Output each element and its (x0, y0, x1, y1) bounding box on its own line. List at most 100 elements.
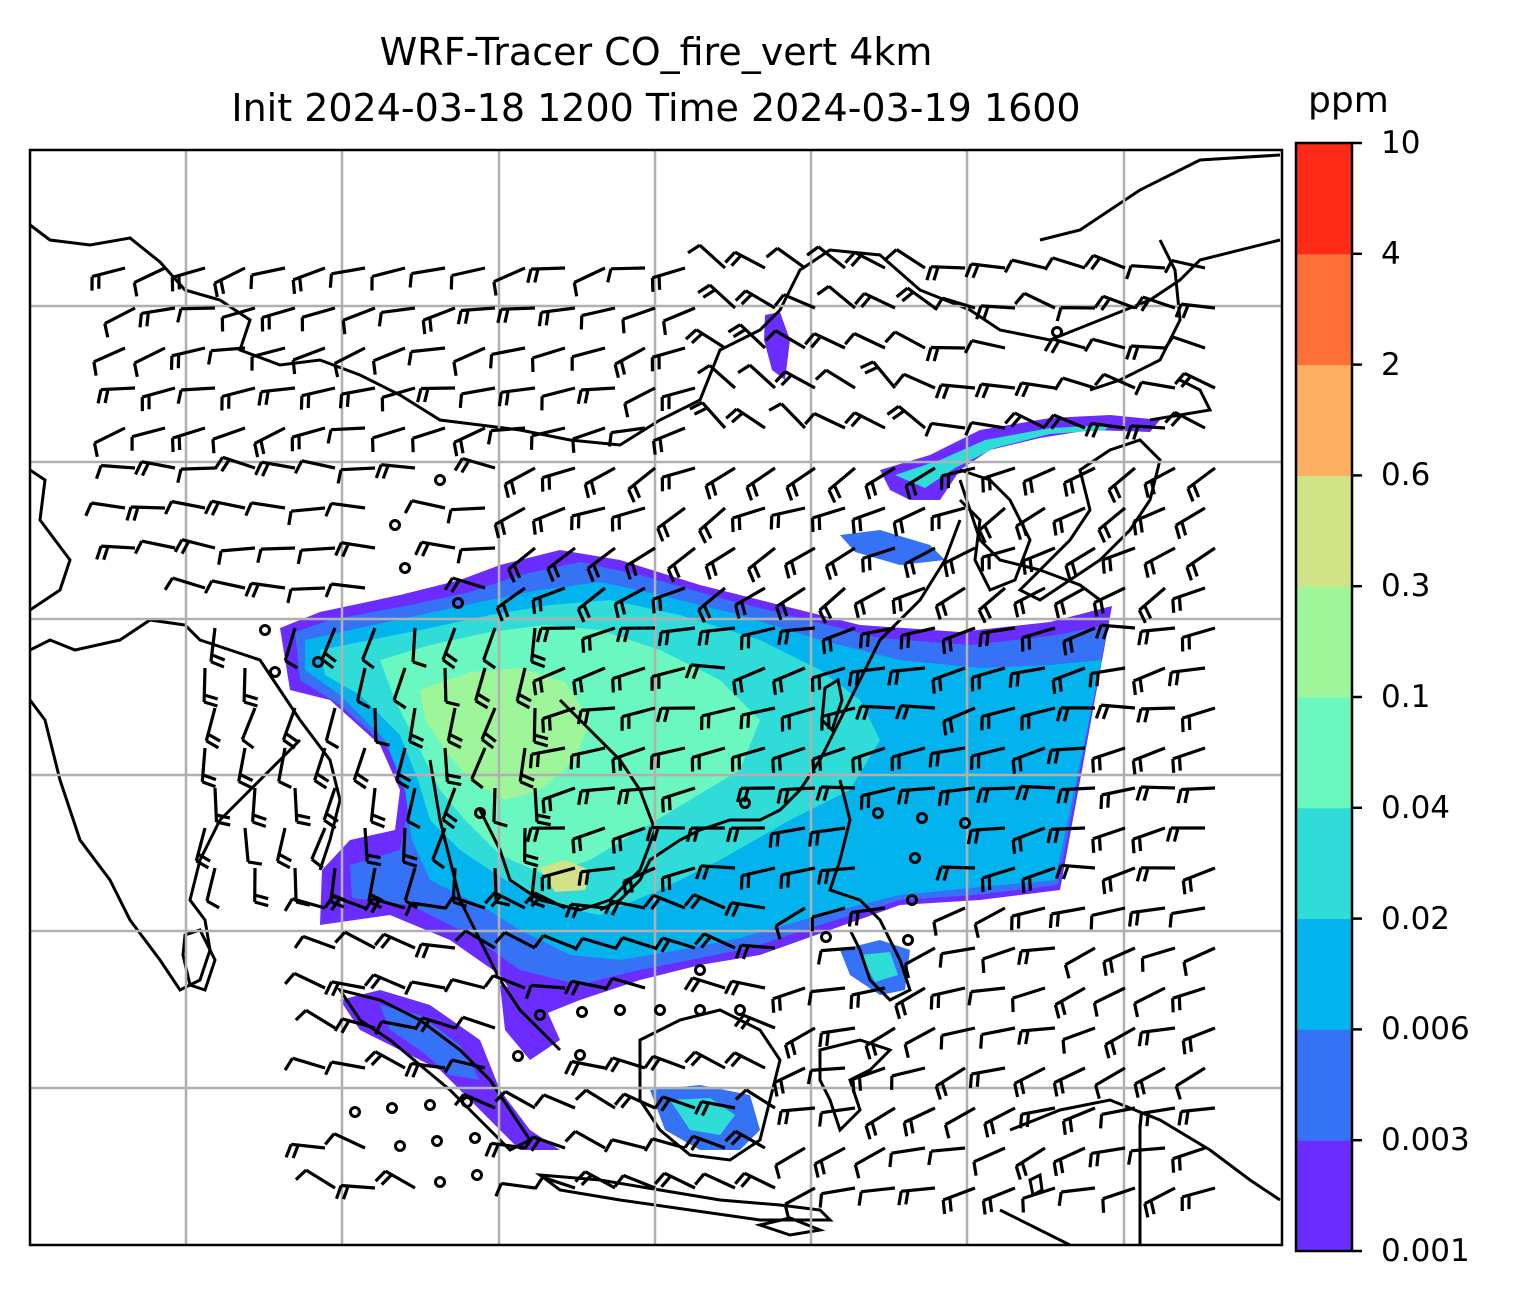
wind-barb (859, 786, 896, 810)
wind-barb (125, 505, 166, 522)
small-island-1 (1028, 1172, 1044, 1198)
wind-barb (290, 426, 326, 452)
wind-barb (613, 586, 646, 619)
wind-barb (902, 1106, 936, 1137)
wind-barb (980, 706, 1016, 731)
calm-wind-circle (574, 1049, 586, 1061)
wind-barb (942, 706, 976, 736)
wind-barb (209, 627, 226, 669)
wind-barb (697, 506, 727, 544)
wind-barb (336, 466, 376, 484)
wind-barb (574, 1170, 616, 1190)
wind-barb (930, 506, 966, 531)
wind-barb (203, 579, 246, 594)
wind-barb (531, 586, 566, 614)
plume-philippines-inner (860, 952, 898, 982)
calm-wind-circle (872, 807, 884, 819)
wind-barb (281, 707, 299, 750)
wind-barb (733, 586, 766, 619)
wind-barb (535, 626, 576, 643)
wind-barb (1137, 586, 1167, 624)
wind-barb (724, 1051, 766, 1070)
colorbar-ticks (1352, 141, 1362, 1253)
wind-barb (1088, 666, 1126, 688)
wind-barb (495, 586, 526, 622)
wind-barb (530, 346, 566, 373)
wind-barb (806, 1066, 846, 1085)
wind-barb (1171, 986, 1206, 1013)
wind-barb (94, 463, 136, 480)
wind-barb (494, 1090, 536, 1110)
wind-barb (253, 867, 269, 908)
wind-barb (1133, 986, 1166, 1018)
wind-barb (531, 506, 566, 535)
wind-barb (338, 386, 376, 409)
wind-barb (983, 1106, 1016, 1138)
wind-barb (924, 421, 966, 437)
wind-barb (818, 1026, 856, 1048)
wind-barb (411, 627, 427, 668)
wind-barb (853, 586, 886, 619)
wind-barb (662, 306, 696, 336)
wind-barb (771, 746, 806, 773)
wind-barb (374, 1169, 416, 1190)
wind-barb (684, 328, 726, 350)
wind-barb (1127, 1146, 1166, 1165)
wind-barb (855, 704, 896, 721)
wind-barb (323, 1132, 366, 1150)
wind-barb (820, 706, 856, 731)
wind-barb (964, 262, 1006, 279)
wind-barb (849, 986, 886, 1010)
wind-barb (611, 666, 646, 693)
wind-barb (783, 1026, 816, 1059)
wind-barb (768, 402, 807, 430)
wind-barb (1174, 506, 1206, 540)
wind-barb (730, 746, 766, 772)
wind-barb (286, 586, 326, 604)
wind-barb (773, 293, 816, 310)
wind-barb (283, 971, 326, 990)
wind-barb (326, 426, 366, 444)
calm-wind-circle (734, 1004, 746, 1016)
calm-wind-circle (512, 1050, 524, 1062)
wind-barb (217, 546, 256, 565)
wind-barb (937, 786, 976, 807)
wind-barb (939, 1026, 976, 1050)
wind-barb (934, 1066, 966, 1100)
colorbar-tick-label: 0.1 (1381, 679, 1431, 715)
wind-barb (291, 266, 326, 295)
wind-barb (815, 785, 856, 802)
wind-barb (903, 546, 936, 579)
wind-barb (897, 1186, 936, 1206)
wind-barb (1061, 1106, 1096, 1136)
wind-barb (1186, 466, 1216, 502)
wind-barb (814, 368, 856, 390)
wind-barb (564, 1059, 606, 1077)
wind-barb (690, 746, 726, 772)
wind-barb (1163, 335, 1206, 350)
wind-barb (1102, 946, 1136, 976)
wind-barb (844, 250, 886, 270)
wind-barb (1017, 1026, 1056, 1045)
wind-barb (323, 894, 366, 912)
wind-barb (480, 707, 497, 750)
wind-barb (943, 1106, 976, 1139)
wind-barb (355, 667, 371, 710)
wind-barb (443, 576, 486, 593)
wind-barb (334, 930, 376, 950)
wind-barb (333, 1017, 376, 1034)
calm-wind-circle (959, 817, 971, 829)
wind-barb (1094, 1066, 1126, 1100)
wind-barb (1093, 294, 1136, 312)
wind-barb (530, 627, 546, 669)
wind-barb (176, 466, 216, 484)
wind-barb (893, 372, 936, 390)
wind-barb (446, 506, 486, 524)
wind-barb (1084, 421, 1126, 438)
wind-barb (683, 1134, 726, 1151)
wind-barb (979, 1026, 1016, 1049)
wind-barb (213, 266, 246, 298)
wind-barb (769, 506, 806, 530)
wind-barb (293, 459, 336, 475)
wind-barb (1168, 906, 1206, 928)
